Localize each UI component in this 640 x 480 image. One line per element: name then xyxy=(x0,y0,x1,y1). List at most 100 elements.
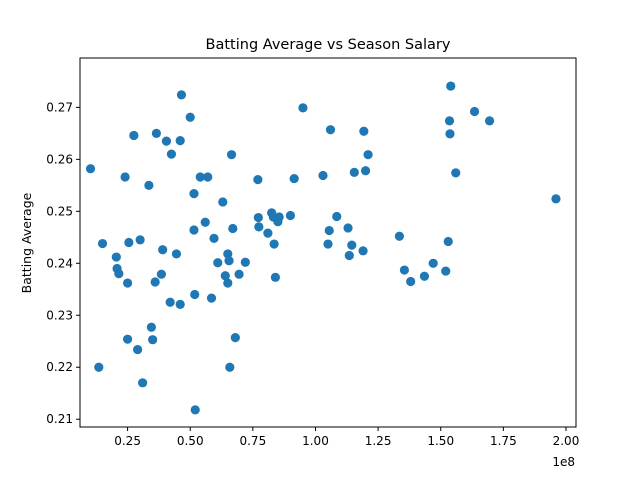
scatter-point xyxy=(419,271,430,281)
scatter-point xyxy=(347,240,357,250)
scatter-point xyxy=(318,170,328,181)
scatter-point xyxy=(158,245,168,255)
scatter-point xyxy=(189,225,199,235)
scatter-point xyxy=(274,212,284,222)
scatter-point xyxy=(285,210,296,221)
y-tick-label: 0.21 xyxy=(46,412,73,426)
scatter-point xyxy=(269,239,279,249)
scatter-point xyxy=(94,362,104,372)
scatter-point xyxy=(85,164,96,174)
scatter-point xyxy=(363,150,373,160)
scatter-point xyxy=(218,197,228,207)
scatter-point xyxy=(443,236,453,247)
y-tick-label: 0.22 xyxy=(46,360,73,374)
scatter-point xyxy=(135,235,145,245)
scatter-point xyxy=(138,378,148,388)
x-tick-label: 1.25 xyxy=(365,434,392,448)
scatter-point xyxy=(225,362,235,372)
scatter-point xyxy=(175,299,185,309)
scatter-point xyxy=(185,112,195,122)
y-tick-label: 0.26 xyxy=(46,152,73,166)
scatter-point xyxy=(253,212,263,223)
scatter-point xyxy=(406,276,416,287)
scatter-point xyxy=(445,129,455,139)
scatter-point xyxy=(213,258,223,268)
scatter-point xyxy=(344,250,354,261)
x-tick-label: 0.50 xyxy=(177,434,204,448)
plot-area: 0.25 0.50 0.75 1.00 1.25 1.50 1.75 2.00 0.21 0.22… xyxy=(46,81,579,448)
scatter-point xyxy=(122,334,133,344)
scatter-point xyxy=(195,172,205,182)
y-tick-label: 0.23 xyxy=(46,308,73,322)
scatter-point xyxy=(359,126,369,136)
scatter-point xyxy=(399,265,410,275)
scatter-point xyxy=(111,252,121,262)
scatter-point xyxy=(148,335,158,345)
scatter-point xyxy=(469,106,480,117)
scatter-point xyxy=(444,116,455,126)
scatter-point xyxy=(166,149,177,159)
scatter-point xyxy=(343,223,353,233)
scatter-point xyxy=(161,136,172,146)
scatter-point xyxy=(122,278,133,288)
scatter-point xyxy=(349,167,359,177)
scatter-point xyxy=(228,223,238,234)
axes-frame xyxy=(79,57,577,428)
scatter-point xyxy=(325,125,336,135)
scatter-point xyxy=(263,228,273,238)
scatter-point xyxy=(428,258,438,268)
scatter-point xyxy=(240,257,250,267)
x-tick-label: 2.00 xyxy=(553,434,580,448)
scatter-point xyxy=(200,217,210,227)
scatter-point xyxy=(150,277,160,287)
scatter-point xyxy=(189,189,199,199)
scatter-point xyxy=(129,130,139,141)
scatter-point xyxy=(206,293,217,303)
y-axis-label: Batting Average xyxy=(19,192,34,293)
x-tick-label: 0.25 xyxy=(114,434,141,448)
scatter-point xyxy=(324,225,334,236)
scatter-point xyxy=(230,333,240,343)
scatter-point xyxy=(156,269,167,279)
scatter-point xyxy=(360,166,371,176)
scatter-point xyxy=(144,180,154,190)
scatter-point xyxy=(394,231,404,241)
scatter-point xyxy=(175,136,185,146)
scatter-point xyxy=(270,272,280,282)
scatter-point xyxy=(253,175,263,185)
x-tick-label: 1.50 xyxy=(427,434,454,448)
scatter-point xyxy=(220,271,230,281)
scatter-point xyxy=(190,289,200,300)
scatter-point xyxy=(133,344,143,355)
x-offset-label: 1e8 xyxy=(552,455,575,469)
scatter-point xyxy=(451,168,461,178)
scatter-point xyxy=(551,194,561,204)
scatter-point xyxy=(484,116,495,126)
scatter-point xyxy=(176,90,187,100)
chart-title: Batting Average vs Season Salary xyxy=(206,37,451,53)
scatter-point xyxy=(97,238,108,249)
scatter-point xyxy=(332,211,342,222)
scatter-point xyxy=(190,405,200,415)
scatter-point xyxy=(165,297,175,307)
scatter-point xyxy=(120,172,130,182)
scatter-point xyxy=(171,249,182,259)
scatter-point xyxy=(289,173,299,184)
scatter-point xyxy=(124,237,134,248)
scatter-point xyxy=(254,222,264,232)
scatter-point xyxy=(203,172,213,182)
scatter-point xyxy=(234,269,244,279)
scatter-point xyxy=(146,322,156,332)
scatter-point xyxy=(358,246,368,256)
scatter-point xyxy=(298,103,308,113)
scatter-point xyxy=(226,150,237,160)
x-tick-label: 1.00 xyxy=(302,434,329,448)
scatter-point xyxy=(446,81,456,91)
y-tick-label: 0.24 xyxy=(46,256,73,270)
y-tick-label: 0.27 xyxy=(46,100,73,114)
scatter-point xyxy=(223,278,233,288)
scatter-point xyxy=(323,239,333,249)
x-tick-label: 0.75 xyxy=(239,434,266,448)
